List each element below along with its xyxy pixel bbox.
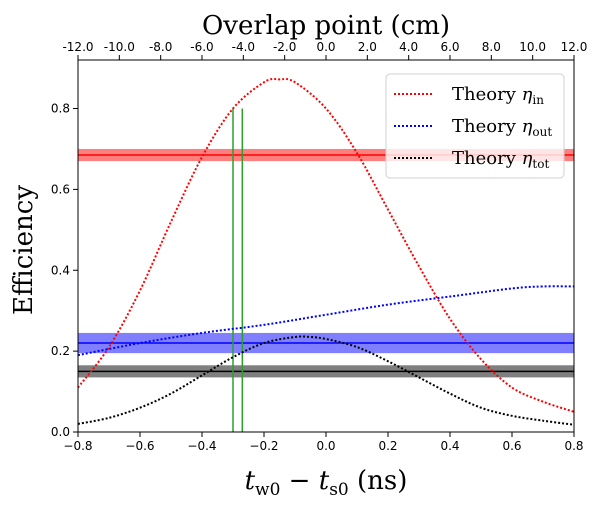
series-line-in: [77, 78, 575, 413]
legend-label-in: Theory ηin: [452, 84, 544, 107]
x-tick-label: −0.8: [63, 439, 92, 453]
x-axis-title: tw0 − ts0 (ns): [245, 466, 408, 500]
x-tick-label: 0.4: [440, 439, 459, 453]
plot-frame: [77, 59, 575, 433]
top-x-tick-label: -12.0: [62, 40, 93, 54]
y-axis-title: Efficiency: [9, 185, 39, 315]
top-axis-title: Overlap point (cm): [202, 11, 450, 41]
top-x-tick-label: -8.0: [149, 40, 172, 54]
x-tick-label: −0.2: [249, 439, 278, 453]
legend-box: [385, 73, 565, 179]
x-axis-title-t1: t: [245, 466, 256, 496]
legend-label-out: Theory ηout: [452, 116, 552, 139]
x-tick-label: 0.0: [316, 439, 335, 453]
y-tick-label: 0.4: [51, 263, 70, 277]
top-x-tick-label: -10.0: [104, 40, 135, 54]
x-tick-label: −0.6: [125, 439, 154, 453]
top-x-tick-label: 12.0: [561, 40, 588, 54]
y-tick-label: 0.6: [51, 182, 70, 196]
top-x-tick-label: -2.0: [273, 40, 296, 54]
x-tick-label: 0.2: [378, 439, 397, 453]
legend-label-tot: Theory ηtot: [452, 148, 549, 171]
top-x-tick-label: 0.0: [316, 40, 335, 54]
y-tick-label: 0.2: [51, 344, 70, 358]
top-x-tick-label: -4.0: [232, 40, 255, 54]
x-axis-title-sub1: w0: [255, 480, 280, 500]
x-tick-label: −0.4: [187, 439, 216, 453]
x-axis-title-unit: (ns): [349, 466, 408, 496]
top-x-tick-label: 2.0: [358, 40, 377, 54]
x-axis-title-minus: −: [280, 466, 318, 496]
series-layer: [77, 78, 575, 426]
top-x-tick-label: 8.0: [482, 40, 501, 54]
y-tick-label: 0.0: [51, 425, 70, 439]
vlines-layer: [232, 108, 244, 432]
x-axis-title-sub2: s0: [329, 480, 349, 500]
top-x-tick-label: 10.0: [519, 40, 546, 54]
top-x-tick-label: 4.0: [399, 40, 418, 54]
ticks-layer: −0.8 −0.6 −0.4 −0.2 0.0 0.2 0.4 0.6 0.8 0.0 0.2 0.4…: [51, 40, 587, 453]
series-line-out: [77, 285, 575, 357]
x-tick-label: 0.8: [564, 439, 583, 453]
top-x-tick-label: 6.0: [440, 40, 459, 54]
x-tick-label: 0.6: [502, 439, 521, 453]
legend: Theory ηin Theory ηout Theory ηtot: [385, 73, 565, 179]
y-tick-label: 0.8: [51, 102, 70, 116]
top-x-tick-label: -6.0: [190, 40, 213, 54]
x-axis-title-t2: t: [319, 466, 330, 496]
